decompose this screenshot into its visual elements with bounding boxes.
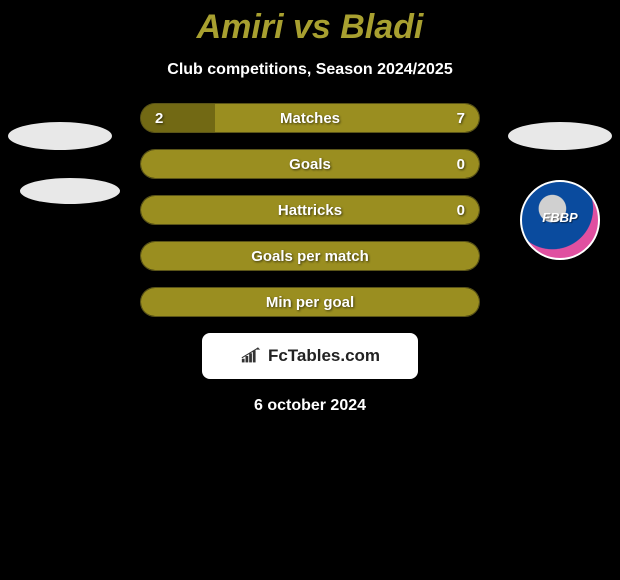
footer-date: 6 october 2024 [0, 397, 620, 415]
stat-label: Goals per match [141, 242, 479, 270]
stat-label: Matches [141, 104, 479, 132]
team-badge-left-2 [20, 178, 120, 204]
watermark-badge: FcTables.com [202, 333, 418, 379]
watermark-text: FcTables.com [268, 346, 380, 366]
stat-row-goals-per-match: Goals per match [140, 241, 480, 271]
stats-rows: 2 Matches 7 Goals 0 Hattricks 0 Goals pe… [140, 103, 480, 317]
team-badge-left-1 [8, 122, 112, 150]
team-badge-right-logo-text: FBBP [542, 210, 577, 225]
stat-label: Min per goal [141, 288, 479, 316]
root-container: Amiri vs Bladi Club competitions, Season… [0, 0, 620, 415]
stat-label: Goals [141, 150, 479, 178]
team-badge-right-1 [508, 122, 612, 150]
stat-label: Hattricks [141, 196, 479, 224]
chart-bars-icon [240, 347, 262, 365]
team-badge-right-logo: FBBP [520, 180, 600, 260]
page-title: Amiri vs Bladi [0, 8, 620, 47]
stat-value-right: 0 [457, 150, 465, 178]
stat-value-right: 0 [457, 196, 465, 224]
stat-row-min-per-goal: Min per goal [140, 287, 480, 317]
stat-row-matches: 2 Matches 7 [140, 103, 480, 133]
page-subtitle: Club competitions, Season 2024/2025 [0, 61, 620, 79]
stat-row-hattricks: Hattricks 0 [140, 195, 480, 225]
stat-value-right: 7 [457, 104, 465, 132]
stat-row-goals: Goals 0 [140, 149, 480, 179]
